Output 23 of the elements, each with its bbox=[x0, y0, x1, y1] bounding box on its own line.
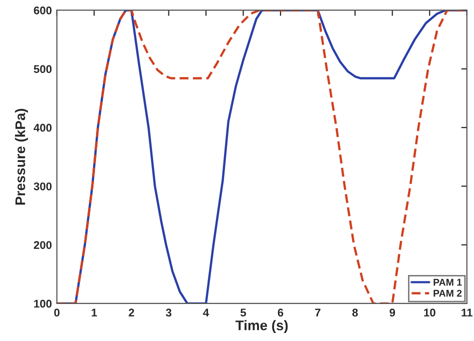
y-axis-title: Pressure (kPa) bbox=[14, 108, 28, 205]
x-tick-label: 1 bbox=[92, 308, 97, 316]
line-series bbox=[56, 10, 467, 304]
x-tick-label: 9 bbox=[390, 308, 396, 317]
x-tick-label: 2 bbox=[128, 308, 134, 316]
x-tick-label: 11 bbox=[462, 308, 472, 316]
x-tick-label: 10 bbox=[424, 308, 436, 317]
x-tick-label: 4 bbox=[203, 308, 210, 316]
y-tick-label: 200 bbox=[34, 241, 52, 249]
x-tick-label: 6 bbox=[278, 308, 284, 317]
y-tick-label: 600 bbox=[34, 6, 52, 14]
x-tick-label: 0 bbox=[54, 308, 60, 317]
x-tick-label: 7 bbox=[315, 308, 320, 316]
y-tick-label: 400 bbox=[34, 124, 52, 132]
y-tick-label: 300 bbox=[34, 182, 52, 190]
x-axis-title: Time (s) bbox=[236, 320, 288, 334]
x-tick-label: 5 bbox=[240, 308, 246, 317]
y-tick-label: 100 bbox=[34, 300, 52, 308]
legend-label: PAM 2 bbox=[434, 290, 462, 297]
x-tick-label: 8 bbox=[352, 308, 358, 317]
y-tick-label: 500 bbox=[34, 65, 52, 74]
x-tick-label: 3 bbox=[166, 308, 172, 317]
legend-label: PAM 1 bbox=[434, 278, 462, 286]
